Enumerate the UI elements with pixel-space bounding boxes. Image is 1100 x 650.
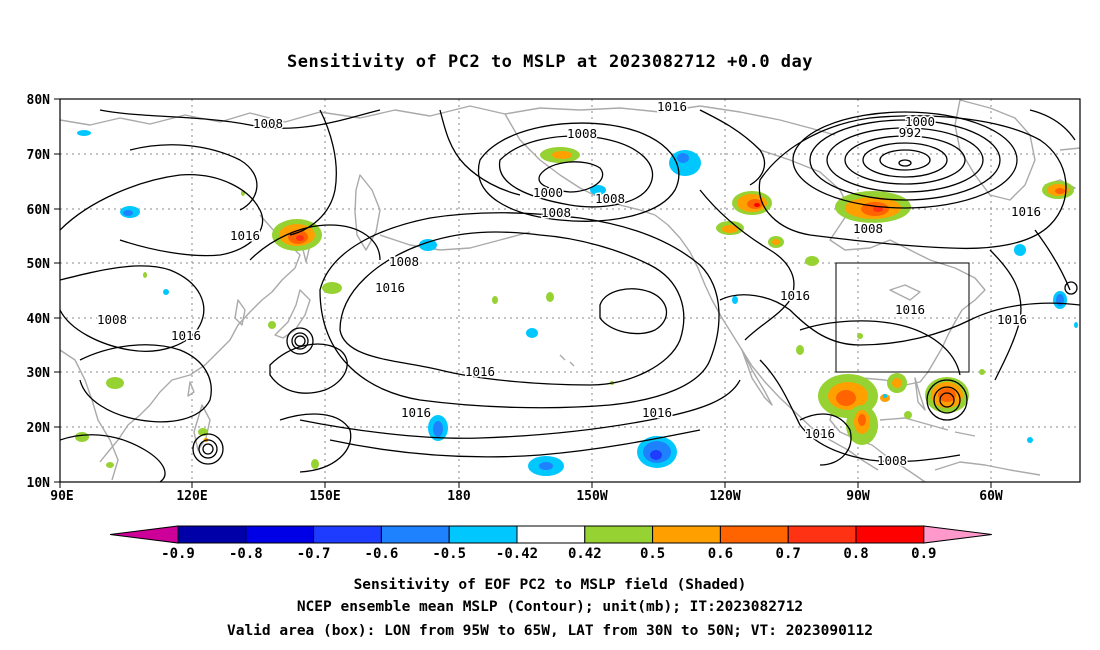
colorbar-swatch — [313, 525, 382, 544]
contour-label: 1008 — [877, 453, 907, 468]
lat-label: 70N — [27, 148, 51, 163]
colorbar-label: -0.9 — [161, 546, 195, 562]
colorbar-swatch — [584, 525, 654, 544]
contour-label: 1016 — [780, 288, 810, 303]
valid-area-box — [835, 262, 970, 373]
contour-label: 1008 — [389, 254, 419, 269]
contour-label: 1016 — [642, 405, 672, 420]
lon-label: 120W — [709, 489, 740, 504]
colorbar-label: 0.8 — [843, 546, 868, 562]
contour-label: 1000 — [905, 114, 935, 129]
colorbar-swatch — [719, 525, 789, 544]
contour-label: 1016 — [171, 328, 201, 343]
lat-label: 80N — [27, 93, 51, 108]
colorbar-swatch — [516, 525, 586, 544]
latitude-labels: 80N 70N 60N 50N 40N 30N 20N 10N — [27, 93, 51, 491]
contour-labels: 1008 1016 1008 1016 1008 1008 1008 1016 1000 1008… — [95, 99, 1042, 470]
contour-label: 1008 — [97, 312, 127, 327]
colorbar-label: -0.5 — [432, 546, 466, 562]
colorbar-swatch — [245, 525, 315, 544]
lat-label: 30N — [27, 366, 51, 381]
contour-label: 1016 — [657, 99, 687, 114]
positive-sensitivity-bering — [540, 147, 580, 163]
lon-label: 90E — [50, 489, 73, 504]
colorbar-label: 0.9 — [911, 546, 936, 562]
contour-label: 1016 — [997, 312, 1027, 327]
colorbar-label: 0.6 — [708, 546, 733, 562]
longitude-labels: 90E 120E 150E 180 150W 120W 90W 60W — [50, 489, 1003, 504]
positive-sensitivity-canada-1 — [732, 191, 772, 215]
colorbar-swatch — [448, 525, 518, 544]
caption-line-2: NCEP ensemble mean MSLP (Contour); unit(… — [297, 599, 803, 615]
colorbar-swatch — [855, 525, 925, 544]
colorbar-label: 0.7 — [776, 546, 801, 562]
positive-sensitivity-hudson — [835, 191, 911, 223]
lon-label: 60W — [979, 489, 1003, 504]
lat-label: 60N — [27, 203, 51, 218]
coastlines — [60, 99, 1080, 482]
colorbar-swatch — [380, 525, 450, 544]
caption-line-1: Sensitivity of EOF PC2 to MSLP field (Sh… — [354, 577, 747, 593]
lon-label: 180 — [447, 489, 471, 504]
lon-label: 120E — [176, 489, 207, 504]
contour-label: 992 — [899, 125, 922, 140]
lat-label: 40N — [27, 312, 51, 327]
contour-label: 1000 — [533, 185, 563, 200]
contour-label: 1008 — [253, 116, 283, 131]
negative-sensitivity-alaska — [669, 150, 701, 176]
map-frame — [59, 98, 1081, 483]
contour-label: 1016 — [230, 228, 260, 243]
mslp-contours — [60, 109, 1080, 482]
negative-sensitivity-dateline — [428, 415, 448, 441]
colorbar-end-high — [923, 525, 992, 544]
lon-label: 150E — [309, 489, 340, 504]
map-title: Sensitivity of PC2 to MSLP at 2023082712… — [287, 52, 813, 72]
contour-label: 1008 — [853, 221, 883, 236]
positive-sensitivity-atlantic — [925, 377, 969, 413]
contour-label: 1008 — [541, 205, 571, 220]
colorbar-label: -0.8 — [229, 546, 263, 562]
colorbar-label: -0.42 — [496, 546, 538, 562]
contour-label: 1008 — [567, 126, 597, 141]
sensitivity-shading — [75, 130, 1078, 476]
colorbar-label: 0.42 — [568, 546, 602, 562]
contour-label: 1016 — [401, 405, 431, 420]
colorbar-label: -0.7 — [297, 546, 331, 562]
lon-label: 90W — [846, 489, 870, 504]
lat-label: 10N — [27, 476, 51, 491]
negative-sensitivity-central-pacific — [528, 456, 564, 476]
colorbar-label: -0.6 — [365, 546, 399, 562]
contour-label: 1016 — [805, 426, 835, 441]
colorbar — [109, 525, 992, 544]
lat-label: 50N — [27, 257, 51, 272]
caption-line-3: Valid area (box): LON from 95W to 65W, L… — [227, 623, 873, 639]
map-plot-area: 1008 1016 1008 1016 1008 1008 1008 1016 1000 1008… — [60, 99, 1080, 482]
contour-label: 1016 — [465, 364, 495, 379]
colorbar-swatch — [787, 525, 857, 544]
colorbar-swatch — [652, 525, 721, 544]
contour-label: 1016 — [375, 280, 405, 295]
contour-label: 1008 — [595, 191, 625, 206]
axis-ticks — [54, 98, 992, 488]
lon-label: 150W — [576, 489, 607, 504]
negative-sensitivity-east-pacific — [637, 436, 677, 468]
colorbar-swatch — [177, 525, 247, 544]
colorbar-labels: -0.9 -0.8 -0.7 -0.6 -0.5 -0.42 0.42 0.5 0.6 0.7 0.… — [161, 546, 936, 562]
positive-sensitivity-gulf — [818, 373, 907, 445]
colorbar-label: 0.5 — [640, 546, 665, 562]
contour-label: 1016 — [895, 302, 925, 317]
lat-label: 20N — [27, 421, 51, 436]
contour-label: 1016 — [1011, 204, 1041, 219]
colorbar-end-low — [109, 525, 179, 544]
